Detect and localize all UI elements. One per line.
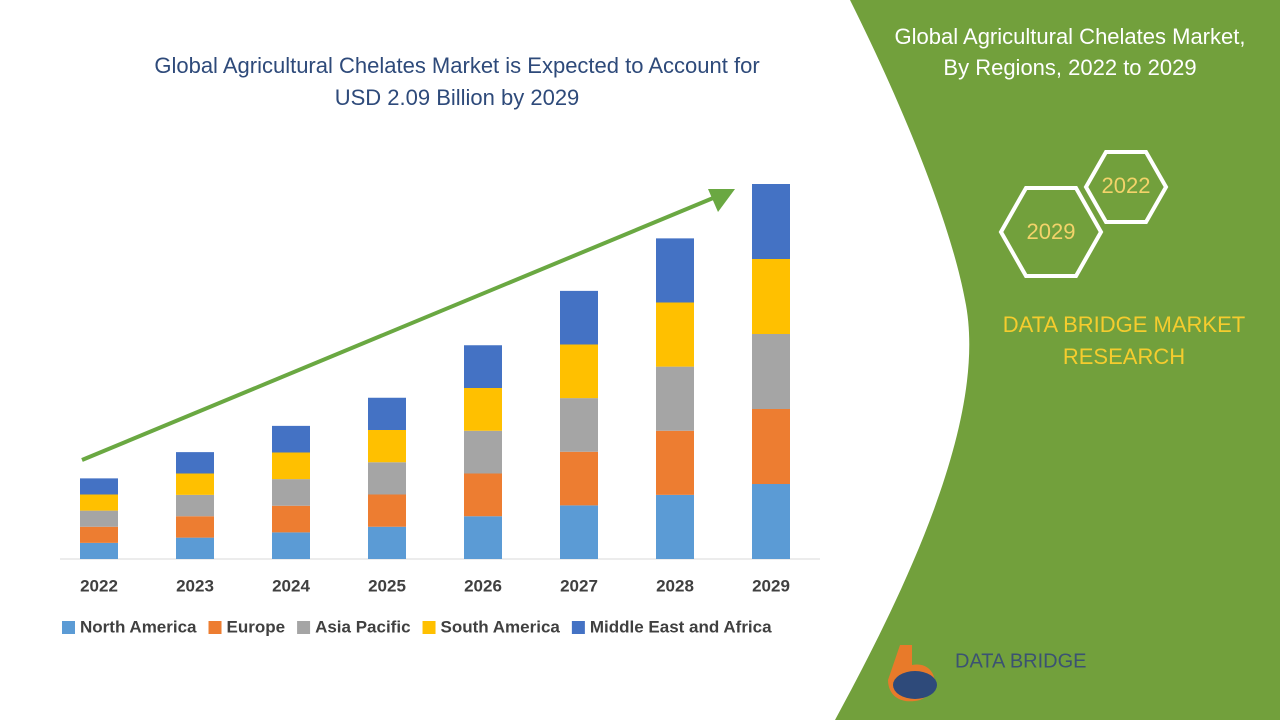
bar-segment [176,494,214,517]
bar-segment [656,238,694,303]
bar-segment [464,473,502,517]
bar-segment [272,532,310,559]
x-tick-label: 2022 [80,576,118,595]
legend-label: Asia Pacific [315,617,410,636]
bar-segment [80,494,118,511]
bar-segment [80,510,118,527]
panel-title: By Regions, 2022 to 2029 [943,55,1196,80]
bar-segment [656,494,694,559]
bar-segment [560,290,598,345]
bar-segment [368,462,406,495]
bar-segment [80,478,118,495]
legend-swatch [571,621,585,634]
hexagon-label: 2022 [1102,173,1151,198]
bar-segment [80,526,118,543]
bar-segment [464,516,502,559]
brand-text: RESEARCH [1063,344,1185,369]
trend-arrow-head [708,189,735,212]
hexagon-label: 2029 [1027,219,1076,244]
bar-segment [272,505,310,533]
bar-segment [368,494,406,527]
hexagon [998,186,1104,278]
legend-swatch [297,621,311,634]
bar-segment [752,409,790,484]
x-tick-label: 2024 [272,576,310,595]
bar-segment [464,430,502,474]
bar-segment [176,537,214,559]
bar-segment [752,259,790,334]
bar-segment [656,430,694,495]
bar-segment [560,344,598,399]
chart-title: Global Agricultural Chelates Market is E… [154,53,759,78]
bar-segment [560,505,598,559]
legend-swatch [208,621,222,634]
legend-swatch [422,621,436,634]
x-tick-label: 2029 [752,576,790,595]
bar-segment [464,388,502,431]
bar-segment [752,334,790,409]
hexagon [1083,150,1169,224]
legend-label: North America [80,617,197,636]
chart-title: USD 2.09 Billion by 2029 [335,85,580,110]
bar-segment [368,397,406,430]
legend-label: South America [441,617,561,636]
bar-segment [752,484,790,559]
bar-segment [272,452,310,480]
bar-segment [560,398,598,452]
bar-segment [368,526,406,559]
bar-segment [464,345,502,388]
bar-segment [176,516,214,538]
x-tick-label: 2025 [368,576,406,595]
legend-swatch [62,621,75,634]
panel-title: Global Agricultural Chelates Market, [895,24,1246,49]
brand-text: DATA BRIDGE MARKET [1003,312,1245,337]
bar-segment [272,425,310,453]
x-tick-label: 2028 [656,576,694,595]
bar-segment [368,430,406,463]
x-tick-label: 2027 [560,576,598,595]
bar-segment [656,302,694,367]
x-tick-label: 2026 [464,576,502,595]
trend-arrow [81,194,719,462]
bar-segment [272,479,310,506]
green-panel [835,0,1280,720]
x-tick-label: 2023 [176,576,214,595]
legend-label: Europe [227,617,286,636]
legend-label: Middle East and Africa [590,617,772,636]
bar-segment [560,451,598,506]
bar-segment [80,542,118,559]
bar-segment [176,452,214,474]
bar-segment [656,366,694,431]
bar-segment [176,473,214,495]
bar-segment [752,184,790,259]
logo-mark [893,671,937,699]
logo-text: DATA BRIDGE [955,650,1087,672]
